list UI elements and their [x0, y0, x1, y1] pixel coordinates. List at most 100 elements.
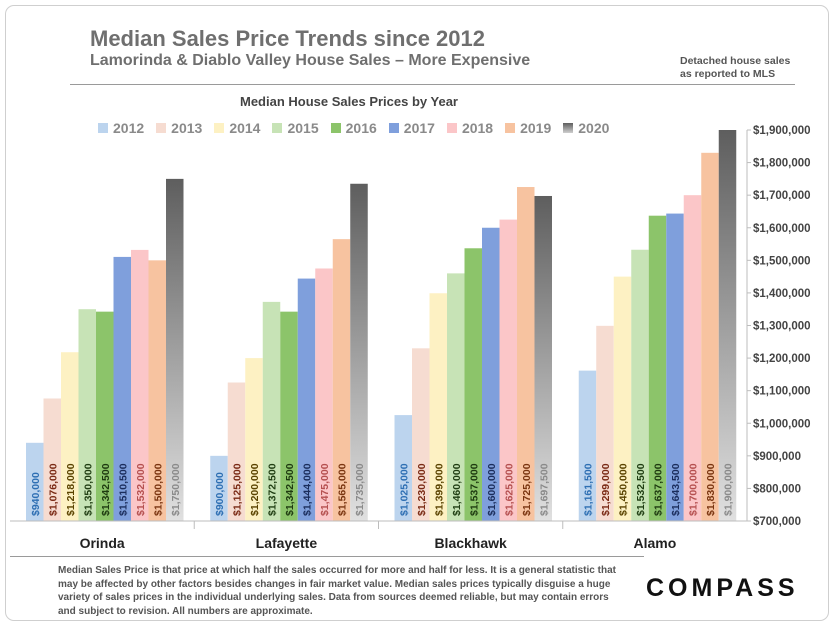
- data-label-lafayette-2012: $900,000: [214, 472, 226, 516]
- category-label-lafayette: Lafayette: [256, 535, 318, 551]
- bar-orinda-2013: [43, 398, 61, 521]
- legend-label-2016: 2016: [345, 120, 377, 136]
- y-tick-label: $1,200,000: [753, 353, 811, 365]
- data-label-alamo-2019: $1,830,000: [705, 463, 717, 516]
- bar-blackhawk-2016: [464, 248, 482, 521]
- bar-alamo-2014: [613, 276, 632, 521]
- y-tick-label: $1,400,000: [753, 288, 811, 300]
- bar-alamo-2013: [596, 325, 614, 521]
- bar-blackhawk-2013: [412, 348, 430, 521]
- data-label-alamo-2012: $1,161,500: [583, 463, 595, 516]
- legend-label-2020: 2020: [578, 120, 610, 136]
- legend-item-2013: 2013: [156, 120, 202, 136]
- data-label-blackhawk-2018: $1,625,000: [503, 463, 515, 516]
- y-tick-label: $1,000,000: [753, 418, 811, 430]
- bar-orinda-2019: [148, 260, 166, 521]
- y-tick-label: $900,000: [753, 451, 801, 463]
- category-label-orinda: Orinda: [80, 535, 125, 551]
- data-label-alamo-2016: $1,637,000: [653, 463, 665, 516]
- data-label-orinda-2019: $1,500,000: [152, 463, 164, 516]
- legend-swatch-2015: [272, 123, 283, 133]
- bar-blackhawk-2017: [482, 227, 500, 521]
- header-divider: [70, 84, 795, 85]
- bar-orinda-2017: [113, 256, 131, 521]
- legend-item-2020: 2020: [563, 120, 609, 136]
- legend-item-2015: 2015: [272, 120, 319, 136]
- bar-blackhawk-2012: [394, 415, 412, 521]
- bar-lafayette-2020: [350, 183, 368, 521]
- bar-alamo-2015: [631, 249, 649, 521]
- legend-item-2017: 2017: [388, 120, 435, 136]
- bar-orinda-2018: [131, 249, 149, 521]
- data-label-lafayette-2019: $1,565,000: [337, 463, 349, 516]
- bar-blackhawk-2014: [429, 293, 447, 521]
- data-label-blackhawk-2014: $1,399,000: [433, 463, 445, 516]
- y-tick-label: $1,100,000: [753, 386, 811, 398]
- bar-blackhawk-2018: [499, 219, 517, 521]
- bar-lafayette-2013: [227, 382, 246, 521]
- disclaimer-text: Median Sales Price is that price at whic…: [58, 565, 616, 617]
- data-label-blackhawk-2016: $1,537,000: [468, 463, 480, 516]
- data-label-alamo-2020: $1,900,000: [723, 463, 735, 516]
- bar-orinda-2020: [166, 178, 184, 521]
- legend-item-2016: 2016: [330, 120, 377, 136]
- data-label-alamo-2015: $1,532,500: [635, 463, 647, 516]
- legend-label-2015: 2015: [287, 120, 319, 136]
- data-label-alamo-2018: $1,700,000: [688, 463, 700, 516]
- data-label-orinda-2014: $1,218,000: [65, 463, 77, 516]
- data-label-blackhawk-2017: $1,600,000: [486, 463, 498, 516]
- chart-legend: 2012 2013 2014 2015 2016 2017 2018 2019 2020: [98, 119, 621, 137]
- y-tick-label: $1,600,000: [753, 223, 811, 235]
- bar-lafayette-2019: [332, 239, 351, 521]
- data-label-lafayette-2013: $1,125,000: [232, 463, 244, 516]
- y-tick-label: $1,300,000: [753, 321, 811, 333]
- legend-label-2012: 2012: [113, 120, 145, 136]
- slide-frame: [5, 5, 829, 621]
- y-tick-label: $1,800,000: [753, 158, 811, 170]
- data-label-orinda-2017: $1,510,500: [117, 463, 129, 516]
- data-label-alamo-2013: $1,299,000: [600, 463, 612, 516]
- bar-lafayette-2018: [315, 268, 333, 521]
- category-label-blackhawk: Blackhawk: [434, 535, 507, 551]
- data-label-orinda-2020: $1,750,000: [170, 463, 182, 516]
- data-label-orinda-2018: $1,532,000: [135, 463, 147, 516]
- legend-item-2012: 2012: [98, 120, 144, 136]
- bar-orinda-2014: [61, 352, 79, 521]
- data-label-alamo-2014: $1,450,000: [618, 463, 630, 516]
- legend-item-2014: 2014: [214, 120, 260, 136]
- bar-blackhawk-2015: [447, 273, 465, 521]
- legend-swatch-2014: [214, 123, 225, 133]
- bar-alamo-2019: [701, 152, 719, 521]
- data-label-blackhawk-2012: $1,025,000: [398, 463, 410, 516]
- bar-alamo-2020: [718, 130, 737, 521]
- legend-label-2019: 2019: [520, 120, 552, 136]
- chart-title: Median House Sales Prices by Year: [240, 94, 458, 109]
- bar-alamo-2018: [683, 195, 702, 521]
- legend-swatch-2012: [98, 123, 108, 133]
- category-label-alamo: Alamo: [633, 535, 676, 551]
- y-tick-label: $1,700,000: [753, 190, 811, 202]
- legend-label-2018: 2018: [461, 120, 494, 136]
- legend-swatch-2020: [563, 123, 574, 133]
- legend-swatch-2016: [330, 123, 341, 133]
- data-label-blackhawk-2019: $1,725,000: [521, 463, 533, 516]
- bar-lafayette-2014: [245, 358, 263, 521]
- legend-label-2014: 2014: [229, 120, 261, 136]
- data-label-lafayette-2016: $1,342,500: [284, 463, 296, 516]
- legend-label-2013: 2013: [171, 120, 203, 136]
- data-label-lafayette-2018: $1,475,000: [319, 463, 331, 516]
- source-note-line-1: Detached house sales: [680, 55, 791, 67]
- data-label-lafayette-2015: $1,372,500: [267, 463, 279, 516]
- compass-logo: COMPASS: [646, 574, 799, 602]
- data-label-orinda-2012: $940,000: [30, 472, 42, 516]
- legend-swatch-2019: [505, 123, 516, 133]
- source-note: Detached house sales as reported to MLS: [680, 55, 800, 81]
- page-title: Median Sales Price Trends since 2012: [90, 26, 485, 51]
- bar-blackhawk-2019: [517, 187, 535, 522]
- bar-lafayette-2017: [297, 278, 316, 521]
- legend-item-2019: 2019: [505, 120, 551, 136]
- y-tick-label: $700,000: [753, 516, 801, 528]
- legend-swatch-2013: [156, 123, 167, 133]
- bar-lafayette-2015: [262, 301, 281, 521]
- y-tick-label: $800,000: [753, 483, 801, 495]
